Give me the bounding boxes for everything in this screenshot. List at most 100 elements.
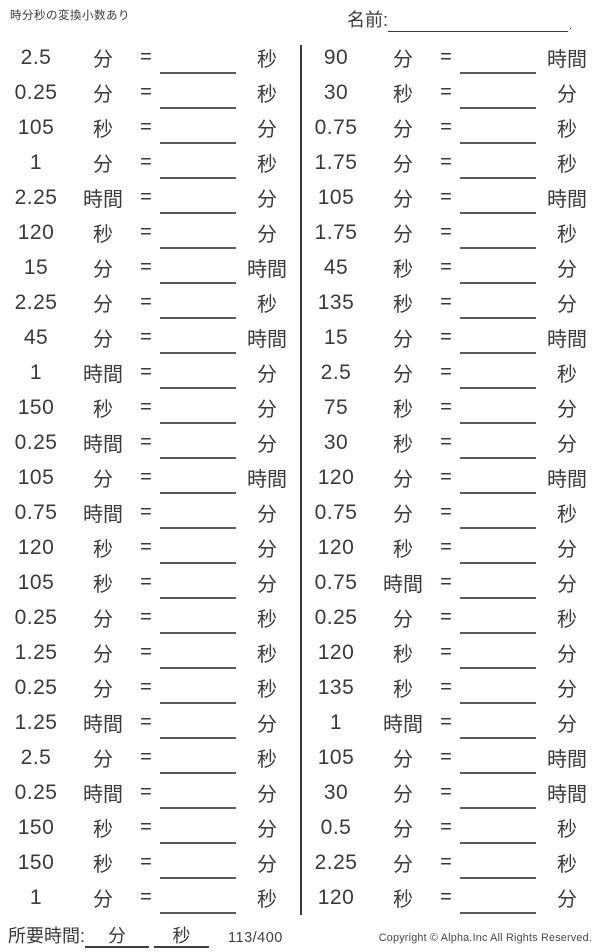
problem-row: 150 秒 = 分 — [0, 845, 300, 880]
equals-sign: = — [440, 326, 452, 348]
problem-row: 15 分 = 時間 — [0, 250, 300, 285]
answer-blank[interactable] — [160, 77, 236, 109]
answer-blank[interactable] — [160, 532, 236, 564]
problem-from-unit: 分 — [393, 854, 413, 876]
problem-value: 2.5 — [320, 360, 352, 384]
answer-blank[interactable] — [460, 322, 536, 354]
answer-blank[interactable] — [460, 42, 536, 74]
answer-blank[interactable] — [460, 182, 536, 214]
problem-row: 45 秒 = 分 — [300, 250, 600, 285]
problem-to-unit: 秒 — [257, 679, 277, 701]
equals-sign: = — [440, 781, 452, 803]
problem-to-unit: 分 — [257, 189, 277, 211]
answer-blank[interactable] — [460, 357, 536, 389]
answer-blank[interactable] — [460, 112, 536, 144]
problem-value: 1.75 — [314, 150, 358, 174]
answer-blank[interactable] — [160, 882, 236, 914]
equals-sign: = — [140, 151, 152, 173]
problem-to-unit: 時間 — [247, 329, 287, 351]
problem-value: 0.25 — [14, 605, 58, 629]
problem-value: 1 — [29, 885, 43, 909]
answer-blank[interactable] — [160, 392, 236, 424]
answer-blank[interactable] — [160, 182, 236, 214]
problem-to-unit: 分 — [557, 259, 577, 281]
problem-row: 105 分 = 時間 — [300, 740, 600, 775]
problem-from-unit: 分 — [393, 749, 413, 771]
problem-value: 45 — [23, 325, 49, 349]
problem-to-unit: 分 — [557, 294, 577, 316]
problem-to-unit: 秒 — [257, 749, 277, 771]
problem-to-unit: 時間 — [547, 784, 587, 806]
problem-row: 105 秒 = 分 — [0, 110, 300, 145]
answer-blank[interactable] — [160, 217, 236, 249]
answer-blank[interactable] — [160, 777, 236, 809]
answer-blank[interactable] — [160, 322, 236, 354]
answer-blank[interactable] — [460, 812, 536, 844]
answer-blank[interactable] — [460, 287, 536, 319]
problem-to-unit: 分 — [257, 539, 277, 561]
problem-from-unit: 秒 — [393, 294, 413, 316]
answer-blank[interactable] — [160, 462, 236, 494]
problem-from-unit: 分 — [93, 259, 113, 281]
problem-to-unit: 分 — [557, 889, 577, 911]
answer-blank[interactable] — [160, 287, 236, 319]
answer-blank[interactable] — [460, 532, 536, 564]
answer-blank[interactable] — [160, 812, 236, 844]
answer-blank[interactable] — [460, 637, 536, 669]
answer-blank[interactable] — [460, 462, 536, 494]
problem-value: 1 — [29, 150, 43, 174]
answer-blank[interactable] — [160, 847, 236, 879]
elapsed-minutes-blank[interactable]: 分 — [85, 926, 150, 948]
problem-from-unit: 分 — [393, 119, 413, 141]
problem-value: 0.25 — [314, 605, 358, 629]
answer-blank[interactable] — [160, 252, 236, 284]
name-label: 名前: — [347, 10, 389, 30]
answer-blank[interactable] — [460, 602, 536, 634]
problem-value: 0.75 — [314, 115, 358, 139]
equals-sign: = — [140, 746, 152, 768]
answer-blank[interactable] — [160, 147, 236, 179]
name-input-line[interactable] — [388, 9, 569, 32]
elapsed-seconds-blank[interactable]: 秒 — [154, 926, 210, 948]
problem-row: 1 分 = 秒 — [0, 880, 300, 915]
answer-blank[interactable] — [160, 672, 236, 704]
equals-sign: = — [440, 291, 452, 313]
answer-blank[interactable] — [460, 427, 536, 459]
problem-to-unit: 分 — [257, 119, 277, 141]
problem-from-unit: 秒 — [93, 819, 113, 841]
answer-blank[interactable] — [460, 882, 536, 914]
answer-blank[interactable] — [460, 742, 536, 774]
answer-blank[interactable] — [160, 637, 236, 669]
problem-row: 0.25 時間 = 分 — [0, 775, 300, 810]
answer-blank[interactable] — [460, 847, 536, 879]
answer-blank[interactable] — [460, 217, 536, 249]
answer-blank[interactable] — [460, 707, 536, 739]
answer-blank[interactable] — [160, 112, 236, 144]
answer-blank[interactable] — [460, 252, 536, 284]
problem-value: 30 — [323, 430, 349, 454]
answer-blank[interactable] — [160, 42, 236, 74]
answer-blank[interactable] — [160, 602, 236, 634]
answer-blank[interactable] — [460, 497, 536, 529]
equals-sign: = — [440, 116, 452, 138]
answer-blank[interactable] — [460, 672, 536, 704]
problem-row: 1.25 時間 = 分 — [0, 705, 300, 740]
answer-blank[interactable] — [160, 497, 236, 529]
answer-blank[interactable] — [160, 427, 236, 459]
equals-sign: = — [140, 571, 152, 593]
problem-row: 135 秒 = 分 — [300, 285, 600, 320]
problem-from-unit: 分 — [393, 784, 413, 806]
answer-blank[interactable] — [160, 707, 236, 739]
answer-blank[interactable] — [160, 742, 236, 774]
problem-to-unit: 秒 — [557, 819, 577, 841]
answer-blank[interactable] — [460, 392, 536, 424]
problem-row: 1 時間 = 分 — [0, 355, 300, 390]
problem-value: 120 — [317, 640, 355, 664]
answer-blank[interactable] — [460, 567, 536, 599]
answer-blank[interactable] — [460, 77, 536, 109]
answer-blank[interactable] — [460, 777, 536, 809]
equals-sign: = — [440, 851, 452, 873]
answer-blank[interactable] — [460, 147, 536, 179]
answer-blank[interactable] — [160, 567, 236, 599]
answer-blank[interactable] — [160, 357, 236, 389]
